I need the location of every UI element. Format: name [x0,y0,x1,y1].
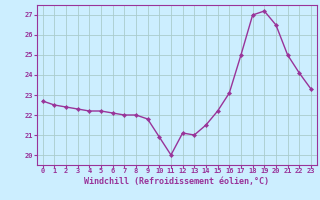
X-axis label: Windchill (Refroidissement éolien,°C): Windchill (Refroidissement éolien,°C) [84,177,269,186]
